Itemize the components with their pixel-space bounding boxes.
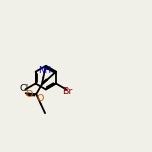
- Text: NH: NH: [38, 66, 51, 75]
- Text: Br: Br: [62, 87, 72, 96]
- Text: Cl: Cl: [19, 84, 28, 93]
- Text: O: O: [26, 90, 33, 98]
- Text: O: O: [36, 94, 44, 103]
